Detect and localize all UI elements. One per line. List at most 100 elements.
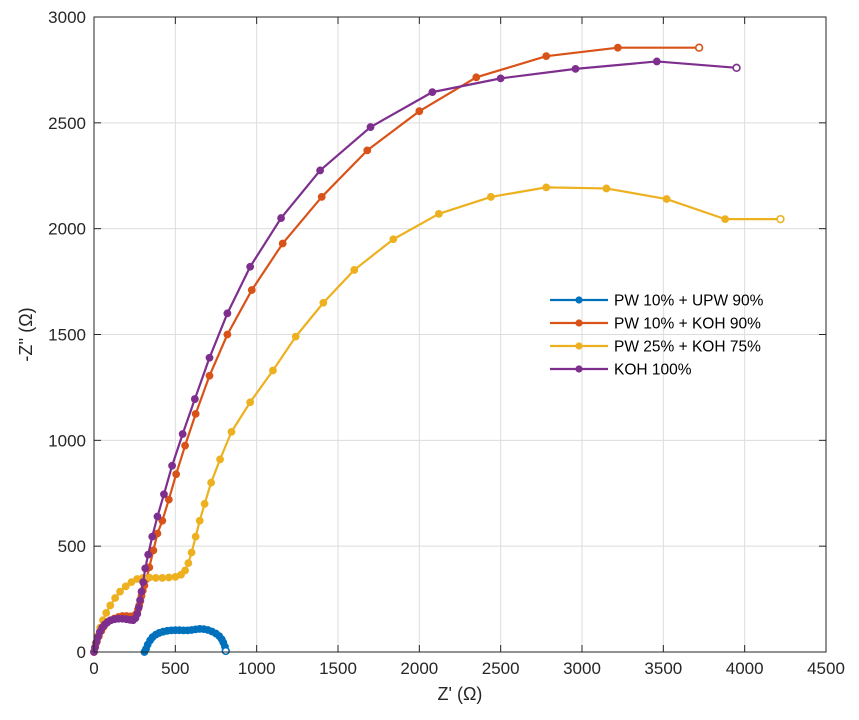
data-point [200, 499, 209, 508]
legend-item: PW 25% + KOH 75% [550, 339, 761, 356]
data-point [144, 550, 153, 559]
data-point [223, 330, 232, 339]
data-point [247, 286, 256, 294]
x-tick-label: 3000 [563, 659, 601, 678]
data-point [121, 582, 130, 591]
data-point [111, 594, 120, 602]
data-point [187, 548, 196, 557]
legend-item: PW 10% + UPW 90% [550, 293, 764, 310]
x-tick-label: 3500 [644, 659, 682, 678]
legend-label: PW 10% + KOH 90% [614, 316, 761, 333]
data-point [216, 455, 224, 464]
y-tick-label: 2500 [48, 114, 86, 133]
grid [94, 17, 826, 652]
data-point [139, 578, 148, 587]
legend-swatch-marker [575, 342, 583, 350]
data-point [542, 183, 551, 192]
series-layer [90, 43, 785, 656]
data-point [191, 409, 200, 418]
x-tick-label: 2500 [482, 659, 520, 678]
data-point [191, 532, 200, 541]
data-point [721, 215, 730, 224]
data-point [602, 184, 611, 193]
legend-item: KOH 100% [550, 362, 692, 379]
x-tick-label: 2000 [400, 659, 438, 678]
data-point [652, 57, 661, 66]
data-point [246, 398, 255, 407]
data-point [363, 146, 372, 155]
data-point [164, 573, 173, 582]
data-point [317, 193, 326, 201]
data-point [133, 610, 142, 618]
legend-swatch-marker [575, 296, 583, 304]
data-point [195, 516, 204, 525]
data-point [181, 566, 189, 575]
legend-item: PW 10% + KOH 90% [550, 316, 761, 333]
data-point [207, 478, 216, 487]
legend-swatch-marker [575, 365, 583, 373]
y-axis-label: -Z'' (Ω) [16, 307, 36, 361]
data-point [178, 430, 187, 438]
data-point [136, 596, 144, 605]
data-point [319, 298, 328, 307]
data-point [776, 214, 785, 224]
data-point [153, 512, 162, 521]
data-point [205, 353, 214, 362]
data-point [278, 239, 287, 248]
data-point [102, 608, 111, 617]
data-point [205, 371, 214, 380]
y-tick-label: 2000 [48, 220, 86, 239]
data-point [316, 166, 325, 175]
data-point [613, 43, 622, 52]
x-tick-label: 4000 [726, 659, 764, 678]
data-point [269, 366, 277, 375]
data-point [542, 52, 551, 61]
x-tick-label: 1000 [238, 659, 276, 678]
data-point [694, 43, 704, 52]
data-point [221, 646, 230, 656]
data-point [106, 601, 115, 610]
legend-label: PW 10% + UPW 90% [614, 293, 764, 310]
data-point [164, 495, 173, 504]
y-tick-label: 3000 [48, 8, 86, 27]
data-point [158, 516, 167, 525]
x-tick-label: 1500 [319, 659, 357, 678]
data-point [496, 74, 505, 83]
y-tick-label: 500 [58, 537, 86, 556]
x-tick-label: 4500 [807, 659, 845, 678]
data-point [415, 107, 424, 116]
data-point [389, 235, 398, 244]
data-point [472, 73, 481, 82]
data-point [134, 603, 143, 612]
data-point [151, 574, 160, 582]
legend-label: KOH 100% [614, 362, 692, 379]
data-point [172, 470, 181, 479]
data-point [181, 441, 189, 450]
data-point [158, 574, 167, 582]
data-point [168, 461, 176, 470]
data-point [184, 559, 193, 567]
y-tick-label: 0 [77, 643, 86, 662]
legend-label: PW 25% + KOH 75% [614, 339, 761, 356]
y-tick-labels: 0 500 1000 1500 2000 2500 3000 [48, 8, 86, 662]
data-point [148, 532, 157, 541]
data-point [116, 587, 124, 596]
tick-marks [93, 16, 827, 653]
y-tick-label: 1500 [48, 326, 86, 345]
x-tick-label: 500 [161, 659, 189, 678]
data-point [137, 587, 146, 596]
data-point [190, 395, 199, 403]
data-point [366, 123, 375, 131]
data-point [223, 309, 232, 318]
legend-swatch-marker [575, 319, 583, 327]
x-tick-labels: 0 500 1000 1500 2000 2500 3000 3500 4000 4500 [89, 659, 845, 678]
data-point [428, 88, 437, 97]
x-axis-label: Z' (Ω) [438, 684, 483, 704]
data-point [350, 266, 359, 274]
data-point [141, 564, 150, 573]
data-point [246, 262, 255, 271]
data-point [434, 209, 443, 218]
data-point [160, 490, 168, 499]
